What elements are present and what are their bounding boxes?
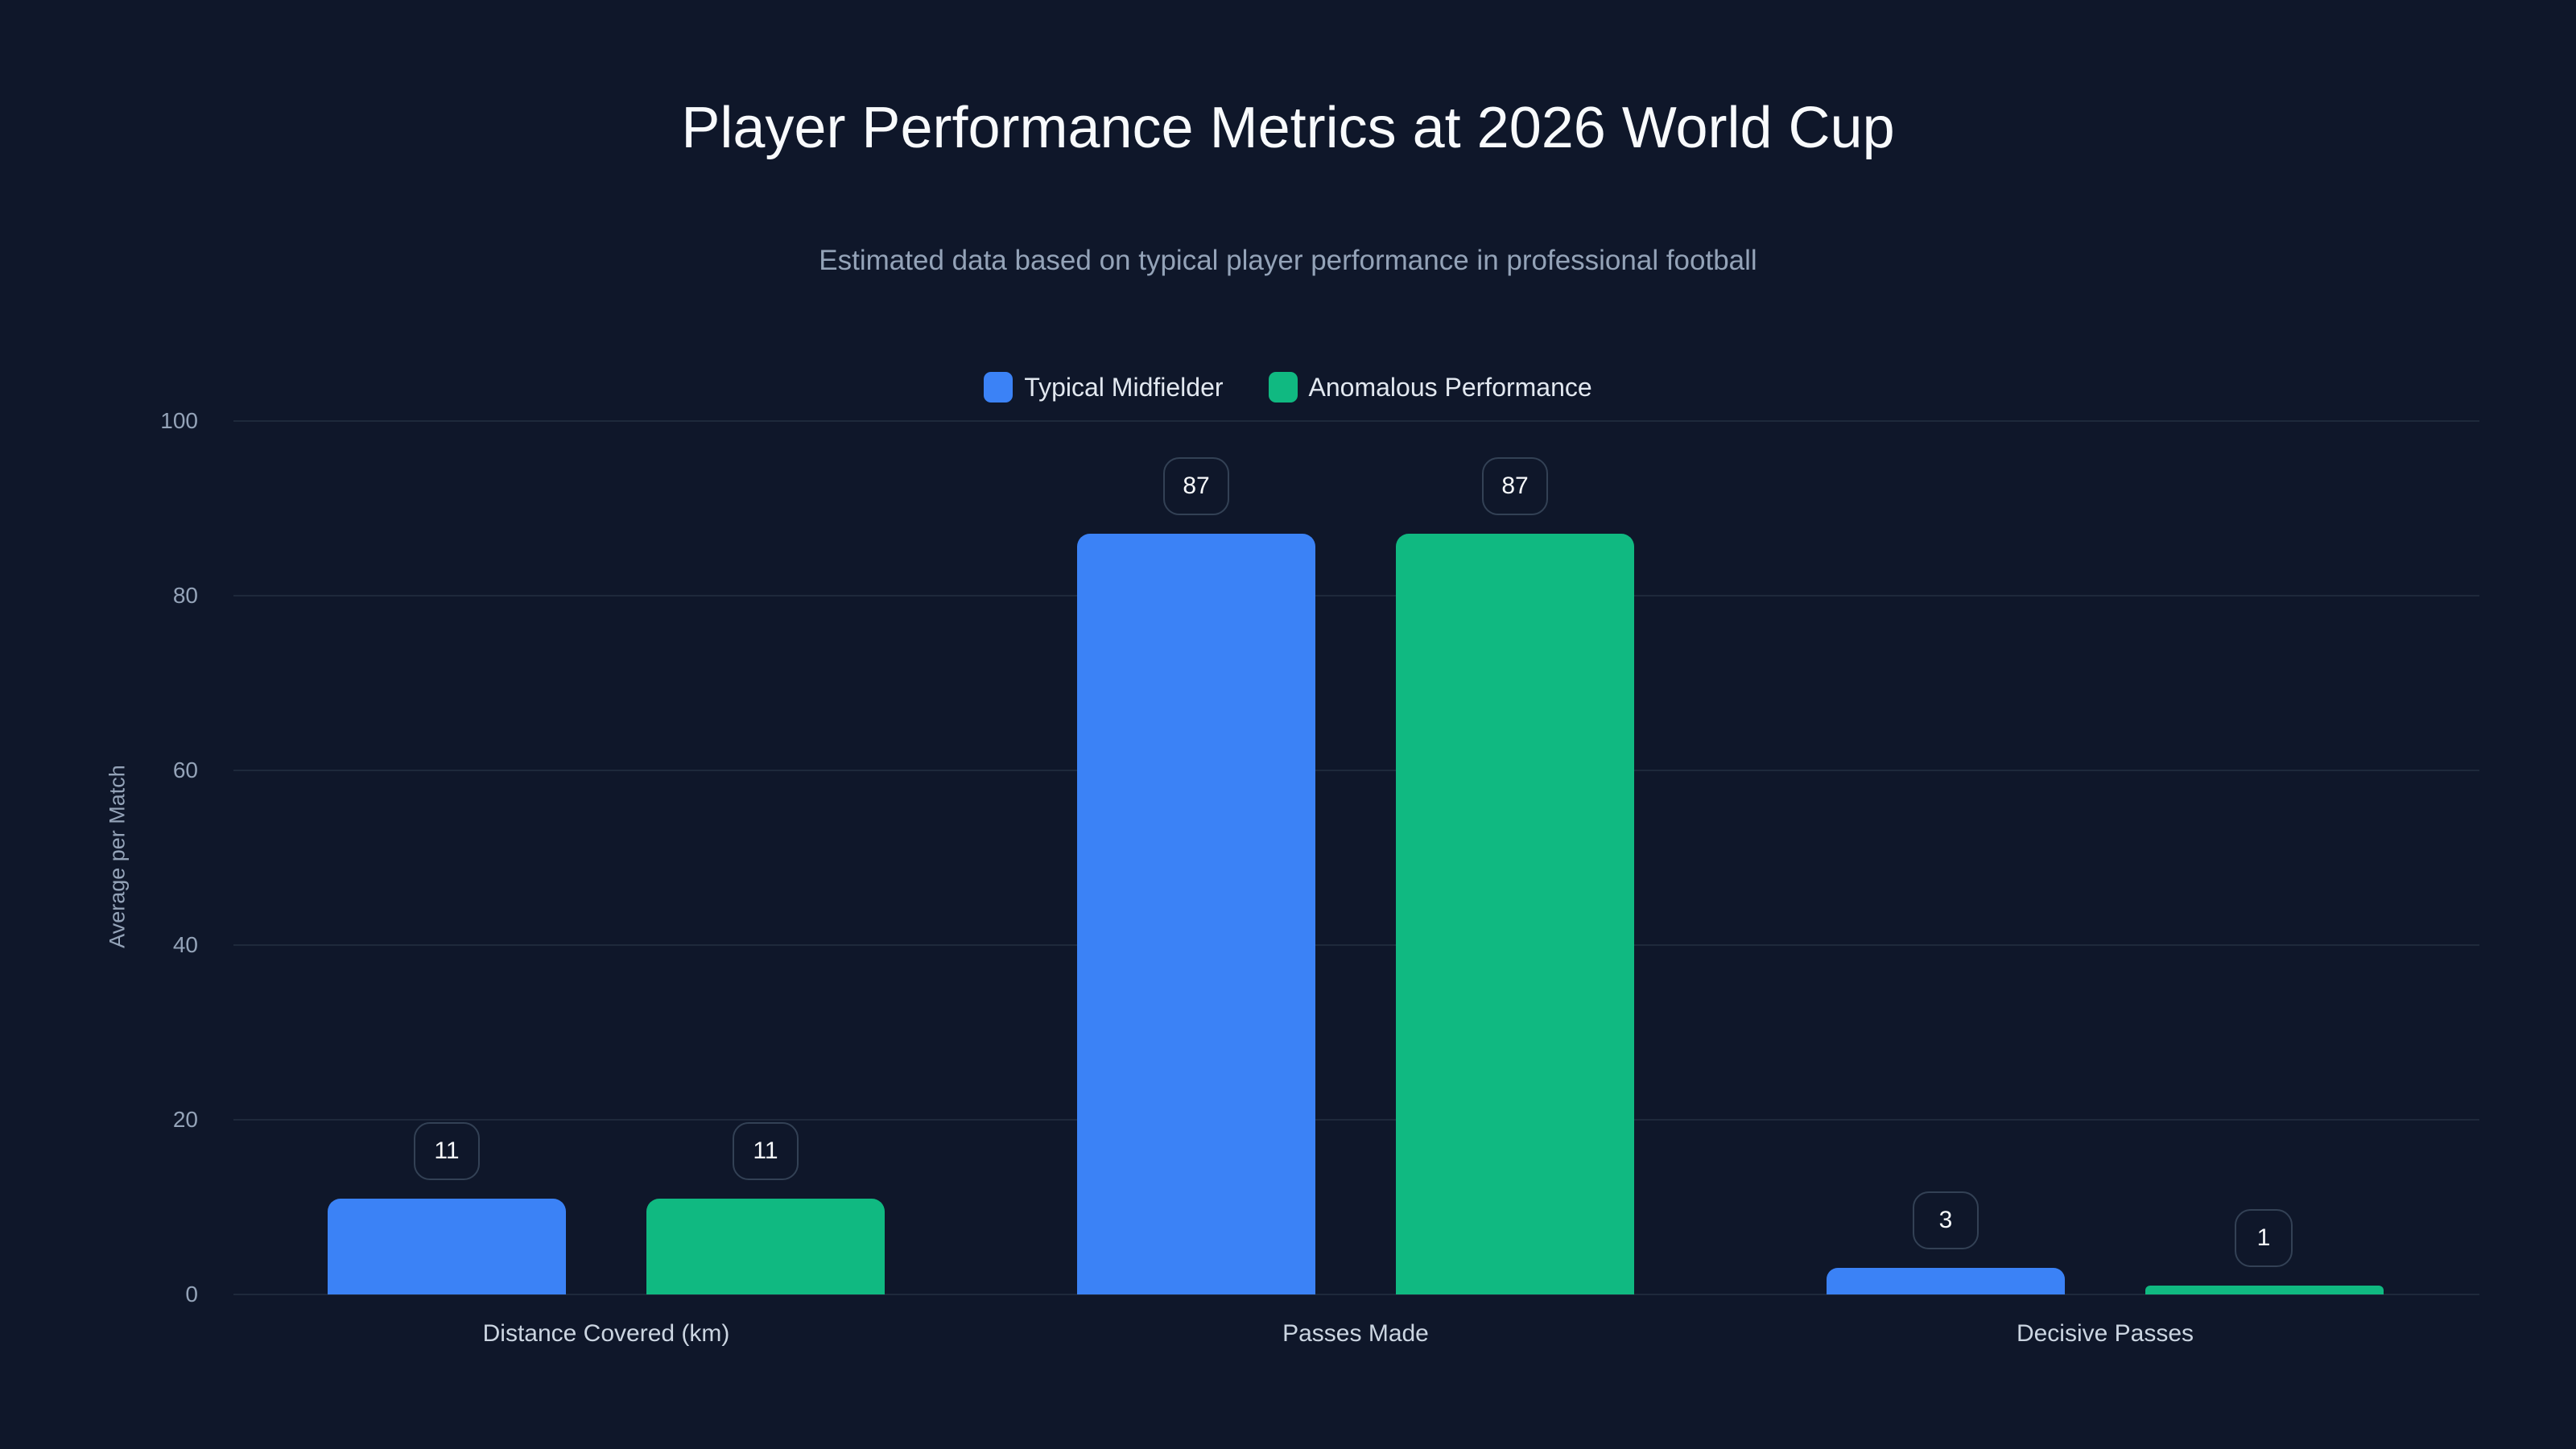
value-label: 3 [1913,1191,1979,1249]
x-tick-label: Passes Made [1282,1320,1429,1347]
legend-swatch-blue-icon [984,372,1013,402]
bar-distance-typical[interactable] [328,1199,566,1294]
bar-decisive-typical[interactable] [1827,1268,2065,1294]
value-label: 87 [1163,457,1229,515]
value-label: 1 [2235,1209,2293,1267]
x-tick-label: Decisive Passes [2016,1320,2194,1347]
legend-label: Typical Midfielder [1024,372,1224,402]
legend-item-anomalous-performance[interactable]: Anomalous Performance [1268,372,1592,402]
x-tick-label: Distance Covered (km) [482,1320,730,1347]
y-tick: 0 [185,1282,198,1307]
value-label: 11 [414,1122,480,1180]
bar-distance-anomalous[interactable] [646,1199,885,1294]
y-tick: 80 [172,583,198,608]
bar-decisive-anomalous[interactable] [2145,1286,2384,1294]
chart-title: Player Performance Metrics at 2026 World… [681,96,1895,160]
gridline [233,1119,2479,1121]
gridline [233,770,2479,771]
gridline [233,420,2479,422]
y-tick: 40 [172,932,198,957]
legend-item-typical-midfielder[interactable]: Typical Midfielder [984,372,1224,402]
bar-passes-typical[interactable] [1077,534,1315,1294]
chart-subtitle: Estimated data based on typical player p… [819,245,1757,276]
y-axis-label: Average per Match [105,765,130,948]
legend-label: Anomalous Performance [1308,372,1592,402]
y-tick: 20 [172,1107,198,1132]
gridline [233,944,2479,946]
legend: Typical Midfielder Anomalous Performance [0,372,2576,402]
value-label: 87 [1482,457,1548,515]
legend-swatch-green-icon [1268,372,1298,402]
value-label: 11 [733,1122,799,1180]
plot-area: 0 20 40 60 80 100 11 11 87 87 3 1 [160,408,2479,1307]
x-axis-baseline [233,1294,2479,1295]
y-tick: 60 [172,758,198,782]
bar-passes-anomalous[interactable] [1396,534,1634,1294]
gridline [233,595,2479,597]
y-tick: 100 [160,408,198,433]
